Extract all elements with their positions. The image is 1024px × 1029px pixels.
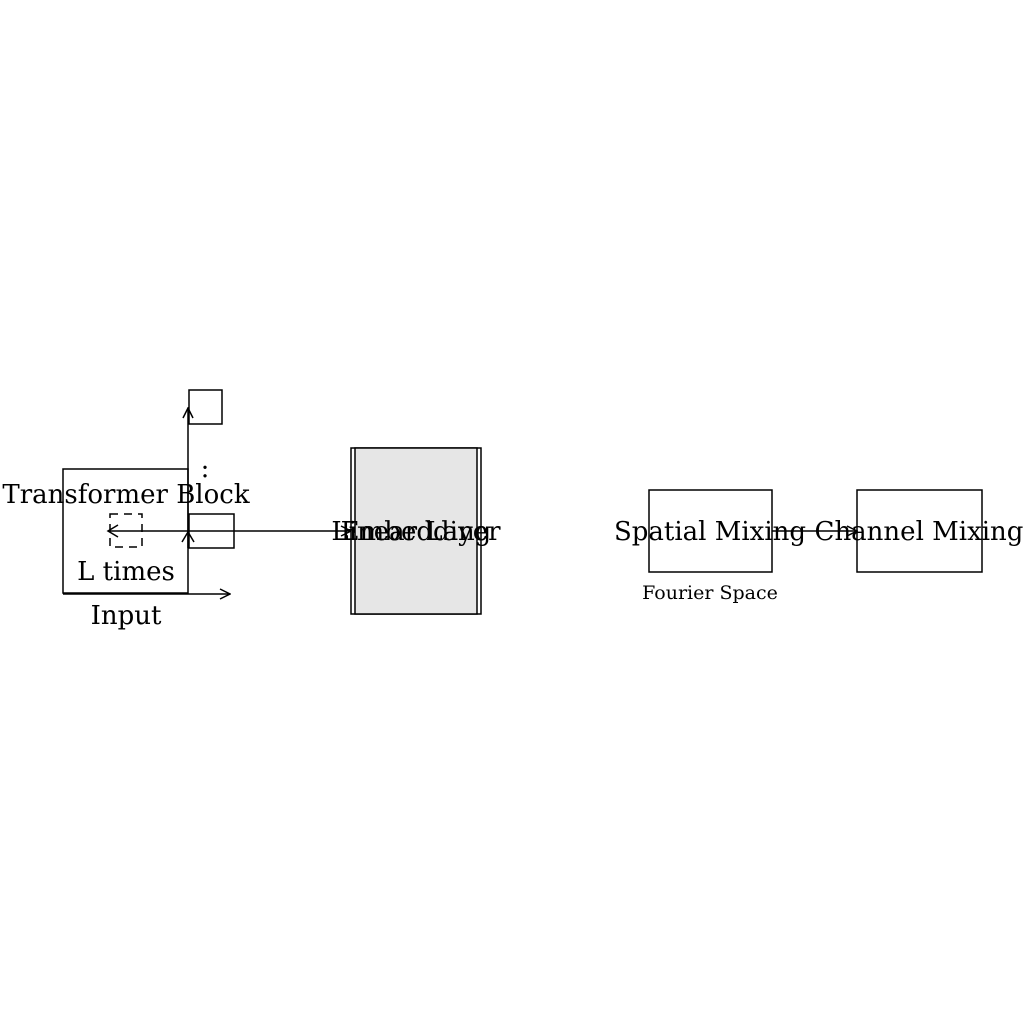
arrowhead-middle (181, 530, 195, 543)
input-label: Input (91, 601, 162, 631)
fourier-space-label: Fourier Space (642, 582, 778, 604)
transformer-block-label: Transformer Block (2, 480, 249, 510)
spatial-mixing-label: Spatial Mixing (614, 517, 806, 547)
embedding-stack-front (354, 447, 478, 615)
arrowhead-left (106, 524, 119, 538)
small-box-top (188, 389, 223, 425)
embedding-label: Embedding (341, 517, 492, 547)
channel-mixing-label: Channel Mixing (815, 517, 1024, 547)
vertical-dots: : (201, 454, 210, 484)
l-times-label: L times (77, 557, 175, 587)
linear-layer-label: Linear Layer (331, 517, 501, 547)
